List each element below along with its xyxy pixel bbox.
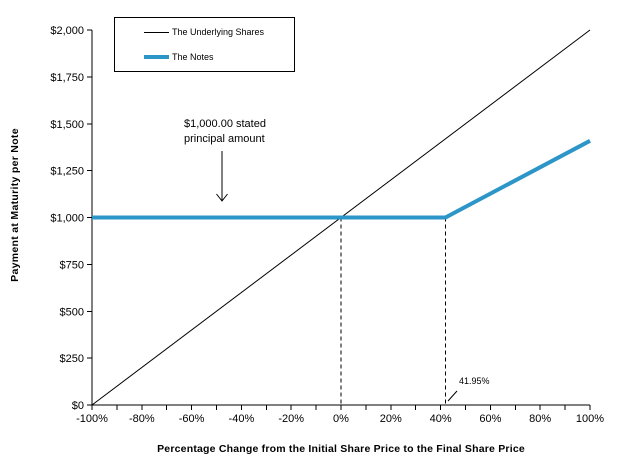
- y-tick-label: $2,000: [50, 25, 84, 37]
- legend-line-swatch-notes: [144, 55, 169, 59]
- legend-item-underlying-shares: The Underlying Shares: [144, 24, 294, 40]
- x-tick-label: -80%: [129, 413, 155, 425]
- x-tick-label: -60%: [179, 413, 205, 425]
- x-tick-label: 60%: [479, 413, 501, 425]
- series-line-the-notes: [92, 139, 591, 220]
- y-axis-title: Payment at Maturity per Note: [9, 128, 21, 282]
- y-tick-label: $1,250: [50, 166, 84, 178]
- principal-annotation-line1: $1,000.00 stated: [184, 118, 266, 130]
- legend-label-notes: The Notes: [172, 52, 214, 62]
- x-axis-title: Percentage Change from the Initial Share…: [157, 443, 525, 455]
- principal-annotation-line2: principal amount: [184, 133, 265, 145]
- x-tick-label: 80%: [529, 413, 551, 425]
- legend-line-swatch-underlying-shares: [144, 31, 169, 33]
- threshold-label: 41.95%: [459, 376, 490, 386]
- legend: The Underlying Shares The Notes: [114, 17, 295, 72]
- x-tick-label: 0%: [333, 413, 349, 425]
- x-tick-label: -40%: [229, 413, 255, 425]
- y-tick-label: $0: [72, 400, 84, 412]
- y-tick-label: $500: [60, 306, 84, 318]
- x-tick-label: -100%: [76, 413, 108, 425]
- annotation-arrow-head: [216, 193, 228, 202]
- threshold-leader-line: [447, 390, 458, 402]
- y-tick-label: $250: [60, 353, 84, 365]
- x-tick-label: -20%: [278, 413, 304, 425]
- x-tick-label: 20%: [380, 413, 402, 425]
- x-tick-label: 100%: [576, 413, 604, 425]
- legend-item-notes: The Notes: [144, 49, 294, 65]
- principal-annotation: $1,000.00 stated principal amount: [184, 117, 266, 147]
- y-tick-label: $1,000: [50, 213, 84, 225]
- y-tick-label: $1,500: [50, 119, 84, 131]
- y-tick-label: $1,750: [50, 72, 84, 84]
- legend-label-underlying-shares: The Underlying Shares: [172, 27, 265, 37]
- y-tick-label: $750: [60, 259, 84, 271]
- x-tick-label: 40%: [430, 413, 452, 425]
